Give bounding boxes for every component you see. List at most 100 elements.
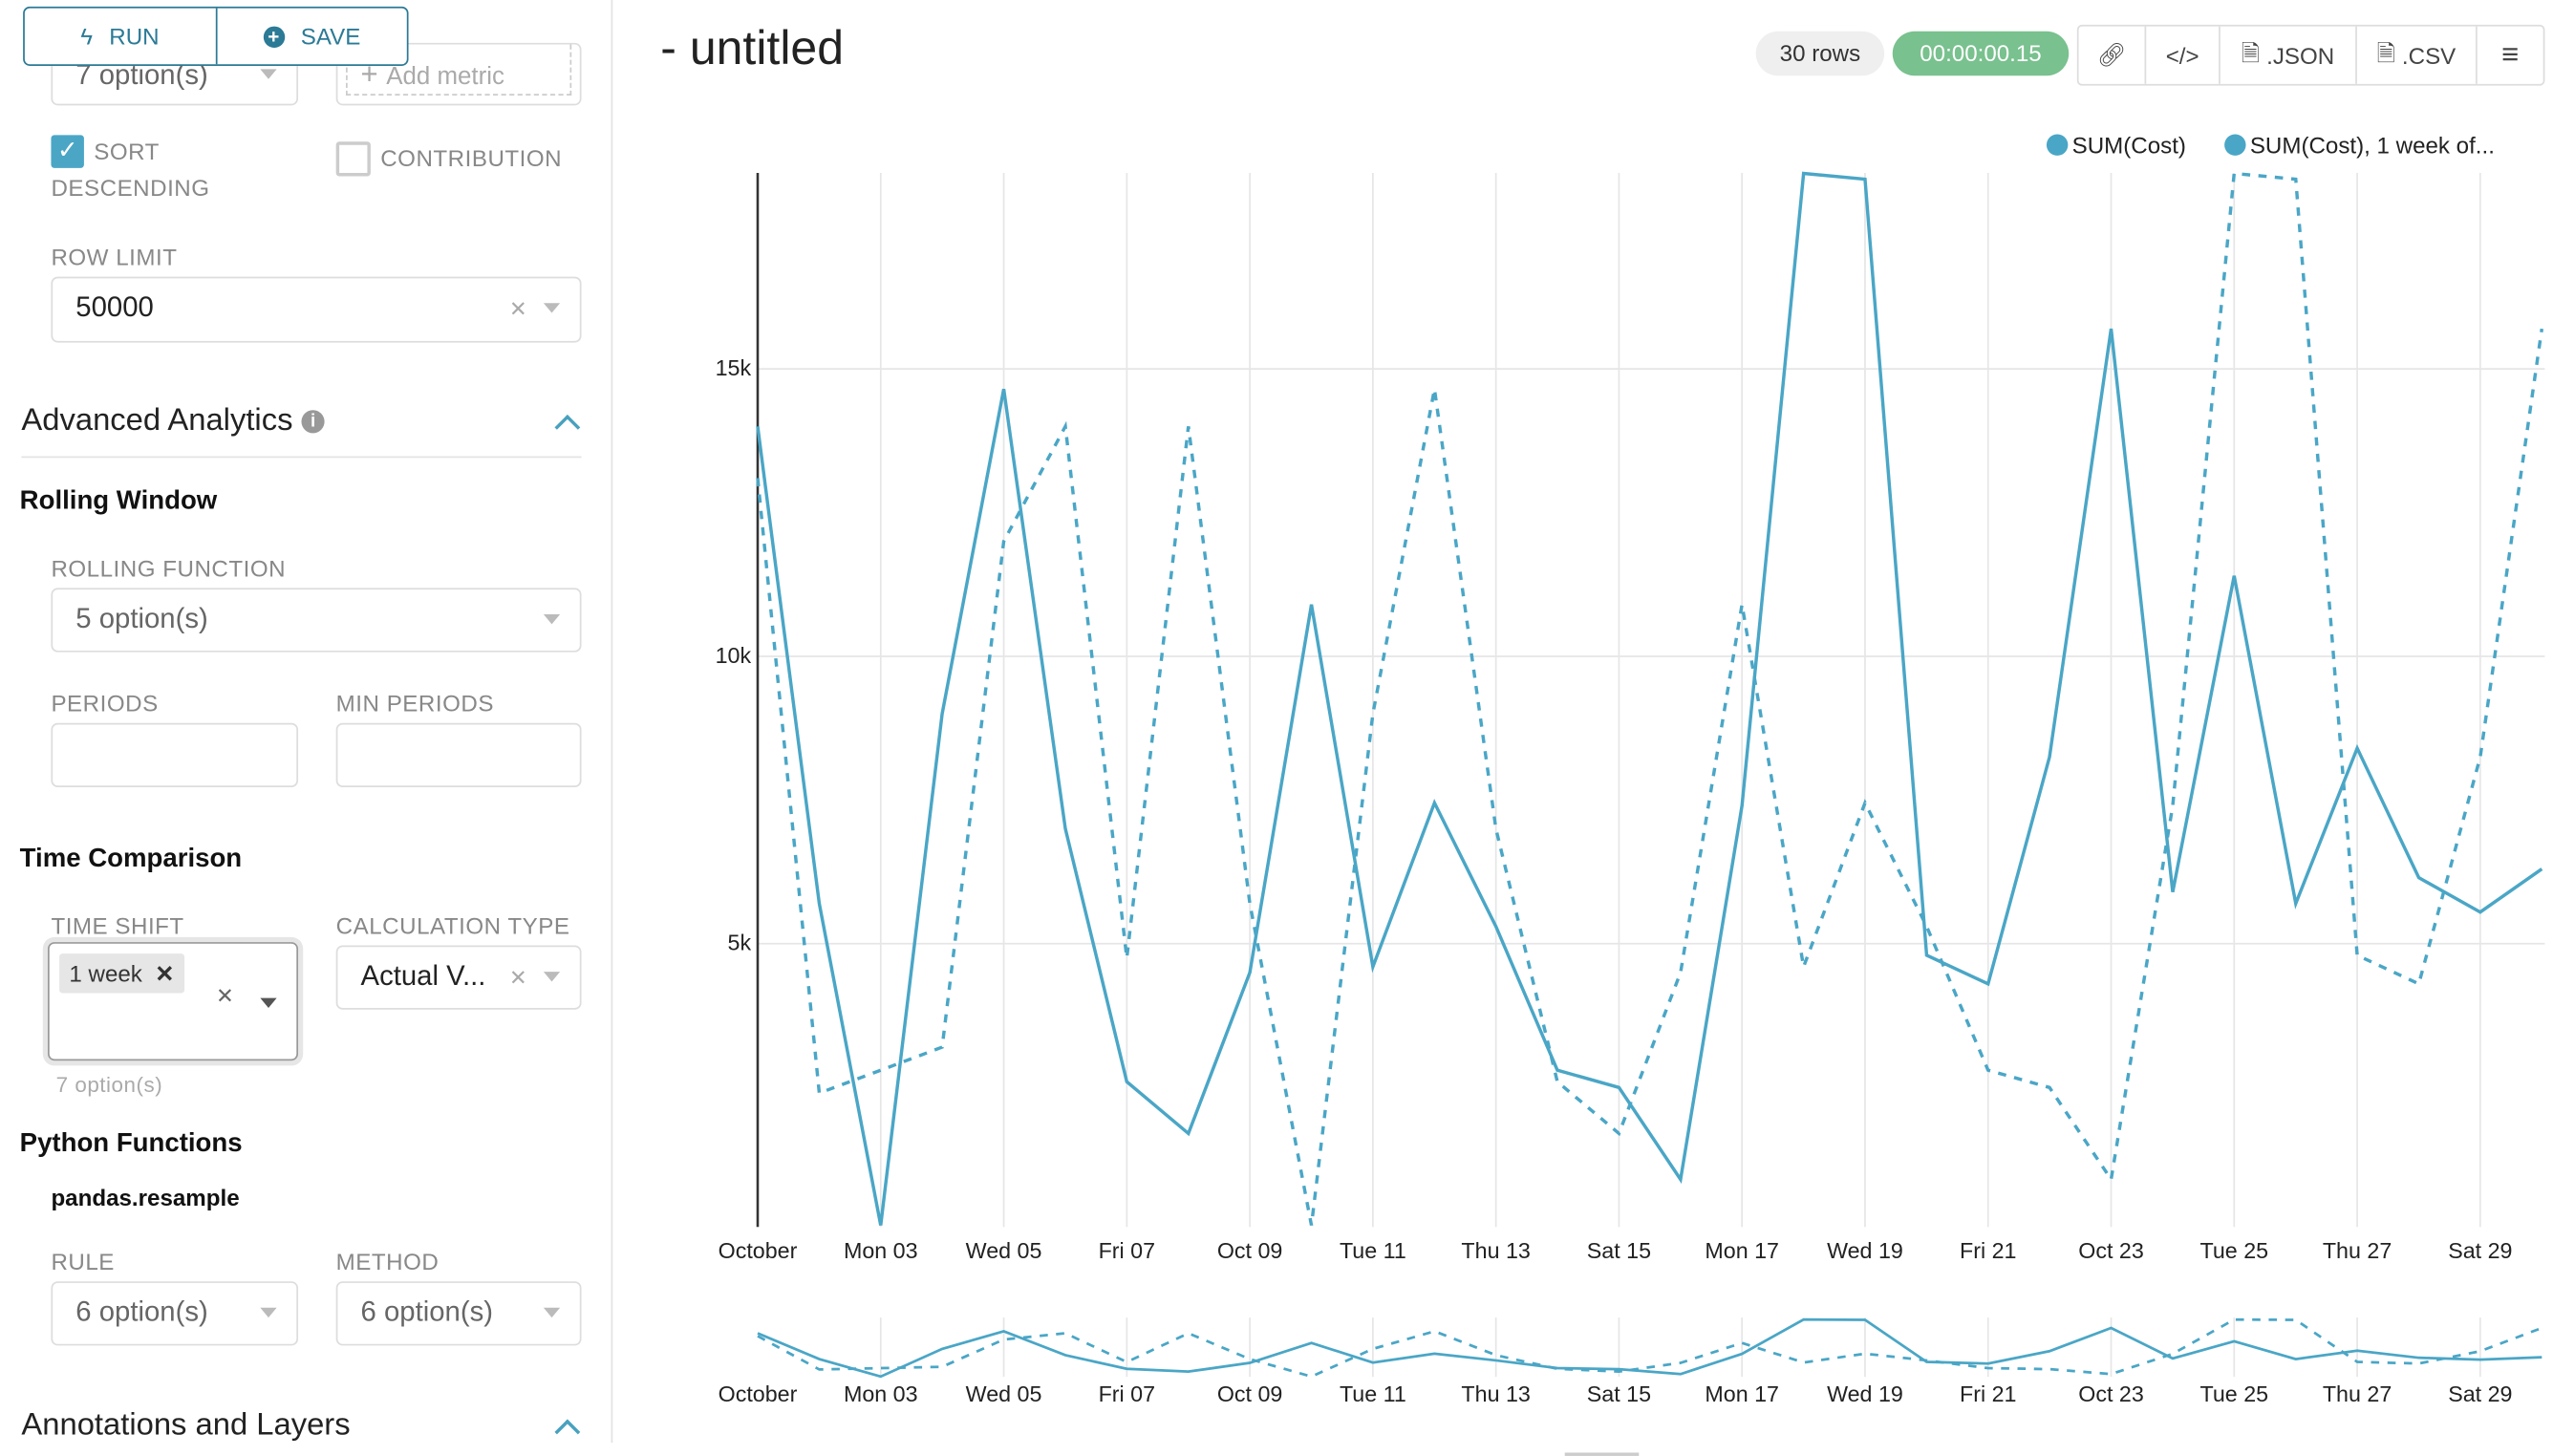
- plus-circle-icon: +: [263, 25, 285, 48]
- clear-icon[interactable]: ✕: [508, 296, 527, 322]
- add-metric-box[interactable]: + Add metric: [335, 42, 582, 106]
- rolling-window-heading: Rolling Window: [19, 487, 218, 516]
- x-tick-label: Wed 05: [966, 1238, 1042, 1263]
- check-icon: ✓: [56, 137, 78, 165]
- embed-code-button[interactable]: </>: [2144, 26, 2220, 84]
- export-csv-button[interactable]: 🗎 .CSV: [2355, 26, 2476, 84]
- brush-x-tick-label: October: [719, 1381, 798, 1406]
- export-json-button[interactable]: 🗎 .JSON: [2219, 26, 2355, 84]
- row-limit-select[interactable]: 50000 ✕: [51, 276, 582, 343]
- annotations-layers-header[interactable]: Annotations and Layers: [21, 1407, 351, 1444]
- rolling-function-label: ROLLING FUNCTION: [51, 554, 287, 582]
- brush-x-tick-label: Fri 21: [1960, 1381, 2016, 1406]
- calculation-type-select[interactable]: Actual V... ✕: [335, 945, 582, 1010]
- min-periods-label: MIN PERIODS: [335, 690, 494, 717]
- x-tick-label: Thu 13: [1461, 1238, 1530, 1263]
- periods-input[interactable]: [51, 722, 299, 788]
- method-select[interactable]: 6 option(s): [335, 1281, 582, 1346]
- x-tick-label: Mon 03: [844, 1238, 918, 1263]
- x-tick-label: Wed 19: [1827, 1238, 1903, 1263]
- brush-x-tick-label: Wed 19: [1827, 1381, 1903, 1406]
- y-tick-label: 10k: [716, 643, 752, 668]
- brush-x-tick-label: Mon 03: [844, 1381, 918, 1406]
- row-limit-label: ROW LIMIT: [51, 244, 178, 270]
- chart-toolbar: 🔗︎ </> 🗎 .JSON 🗎 .CSV ≡: [2076, 24, 2545, 86]
- x-tick-label: October: [719, 1238, 798, 1263]
- series-line-1: [756, 171, 2544, 1226]
- x-tick-label: Tue 11: [1340, 1238, 1406, 1263]
- clear-icon[interactable]: ✕: [508, 965, 527, 991]
- chevron-down-icon: [260, 997, 277, 1009]
- link-button[interactable]: 🔗︎: [2079, 27, 2145, 84]
- save-button[interactable]: + SAVE: [214, 8, 407, 65]
- run-button[interactable]: ϟ RUN: [80, 23, 160, 50]
- brush-x-tick-label: Oct 23: [2078, 1381, 2144, 1406]
- rule-label: RULE: [51, 1248, 115, 1275]
- calculation-type-label: CALCULATION TYPE: [335, 912, 570, 939]
- x-tick-label: Mon 17: [1705, 1238, 1779, 1263]
- advanced-analytics-header[interactable]: Advanced Analytics i: [21, 403, 325, 439]
- divider: [21, 456, 582, 459]
- time-shift-hint: 7 option(s): [55, 1072, 163, 1098]
- bolt-icon: ϟ: [80, 23, 94, 50]
- file-code-icon: 🗎: [2241, 38, 2261, 66]
- x-tick-label: Oct 23: [2078, 1238, 2144, 1263]
- rule-select[interactable]: 6 option(s): [51, 1281, 299, 1346]
- code-icon: </>: [2165, 41, 2199, 69]
- brush-x-tick-label: Mon 17: [1705, 1381, 1779, 1406]
- periods-label: PERIODS: [51, 690, 159, 717]
- chevron-down-icon: [543, 1307, 561, 1318]
- contribution-checkbox[interactable]: [335, 141, 371, 177]
- query-timer-badge: 00:00:00.15: [1892, 31, 2070, 76]
- method-label: METHOD: [335, 1248, 440, 1275]
- time-shift-tag: 1 week ✕: [59, 953, 184, 994]
- brush-x-tick-label: Sat 29: [2448, 1381, 2512, 1406]
- legend-marker: [2046, 134, 2069, 156]
- file-text-icon: 🗎: [2376, 38, 2396, 66]
- chevron-down-icon: [543, 614, 561, 625]
- row-count-badge: 30 rows: [1755, 31, 1885, 76]
- brush-x-tick-label: Thu 13: [1461, 1381, 1530, 1406]
- chevron-down-icon: [543, 972, 561, 982]
- min-periods-input[interactable]: [335, 722, 582, 788]
- chart-title[interactable]: - untitled: [660, 23, 845, 76]
- time-shift-select[interactable]: 1 week ✕ ✕: [47, 942, 299, 1061]
- chevron-down-icon: [260, 69, 277, 79]
- series-line-0: [756, 171, 2543, 1226]
- brush-x-tick-label: Tue 11: [1340, 1381, 1406, 1406]
- x-tick-label: Sat 15: [1587, 1238, 1651, 1263]
- contribution-label: CONTRIBUTION: [380, 144, 563, 172]
- y-tick-label: 5k: [728, 931, 752, 955]
- info-icon: i: [301, 410, 325, 434]
- clear-icon[interactable]: ✕: [215, 983, 234, 1009]
- brush-series-line-0: [757, 1317, 2542, 1379]
- hamburger-icon: ≡: [2501, 37, 2520, 72]
- remove-tag-icon[interactable]: ✕: [155, 960, 175, 987]
- sort-descending-checkbox[interactable]: ✓: [51, 135, 84, 168]
- sort-descending-label-2: DESCENDING: [51, 174, 210, 202]
- brush-x-tick-label: Fri 07: [1099, 1381, 1155, 1406]
- time-comparison-heading: Time Comparison: [19, 845, 243, 873]
- chevron-down-icon: [543, 303, 561, 313]
- more-menu-button[interactable]: ≡: [2476, 26, 2543, 84]
- x-tick-label: Tue 25: [2200, 1238, 2269, 1263]
- brush-x-tick-label: Tue 25: [2200, 1381, 2269, 1406]
- brush-x-tick-label: Thu 27: [2323, 1381, 2392, 1406]
- link-icon: 🔗︎: [2096, 41, 2127, 68]
- run-save-group: ϟ RUN + SAVE: [23, 6, 409, 66]
- pandas-resample-heading: pandas.resample: [51, 1184, 240, 1211]
- rolling-function-select[interactable]: 5 option(s): [51, 588, 582, 653]
- time-shift-label: TIME SHIFT: [51, 912, 184, 939]
- x-tick-label: Oct 09: [1217, 1238, 1283, 1263]
- x-tick-label: Fri 21: [1960, 1238, 2016, 1263]
- chevron-down-icon: [260, 1307, 277, 1318]
- x-tick-label: Thu 27: [2323, 1238, 2392, 1263]
- scroll-handle[interactable]: [1564, 1452, 1640, 1456]
- brush-x-tick-label: Sat 15: [1587, 1381, 1651, 1406]
- python-functions-heading: Python Functions: [19, 1129, 243, 1158]
- x-tick-label: Sat 29: [2448, 1238, 2512, 1263]
- sort-descending-label: SORT: [94, 138, 160, 165]
- brush-series-line-1: [757, 1317, 2542, 1379]
- control-panel: ϟ RUN + SAVE 7 option(s) + Add metric ✓ SO…: [0, 0, 613, 1444]
